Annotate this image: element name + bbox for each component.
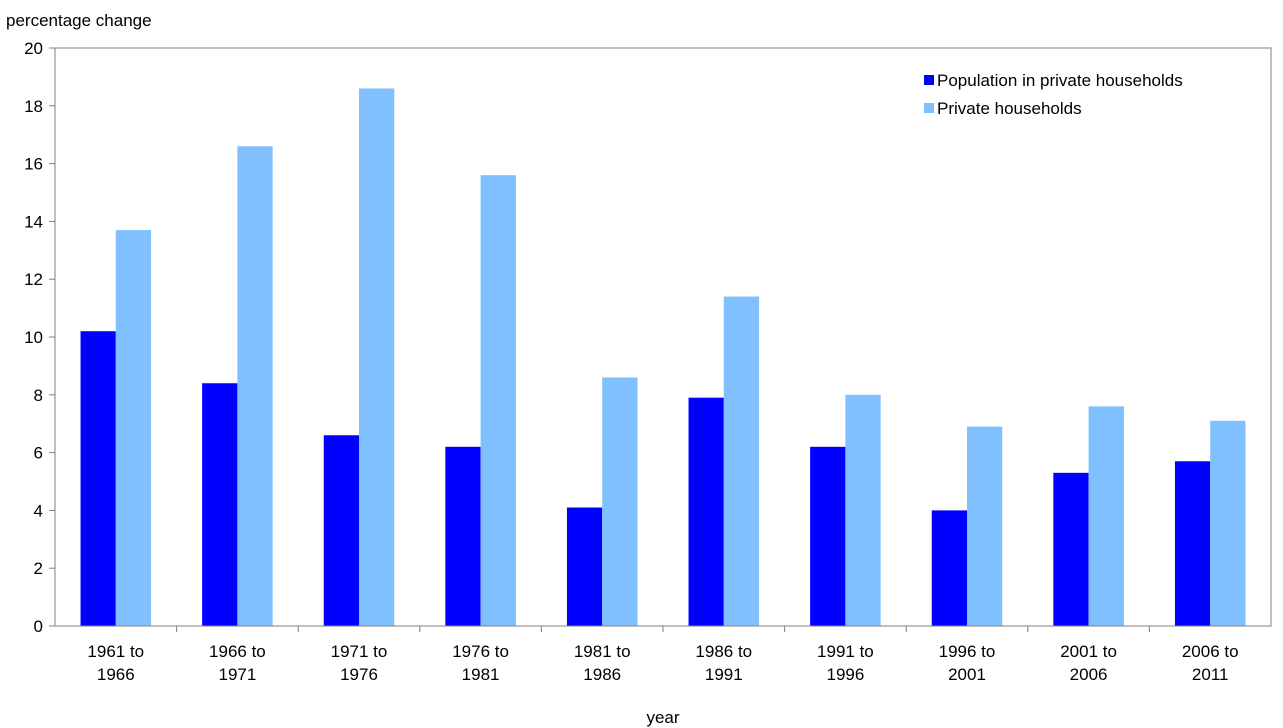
bar-population-in-private-households	[566, 507, 603, 626]
bar-private-households	[359, 88, 395, 626]
x-axis-title: year	[646, 708, 679, 727]
y-tick-label: 10	[24, 328, 43, 347]
bar-population-in-private-households	[202, 383, 238, 626]
legend-label: Population in private households	[937, 71, 1183, 90]
bar-private-households	[602, 377, 638, 626]
bar-private-households	[1088, 406, 1124, 626]
y-tick-label: 6	[34, 444, 43, 463]
legend-swatch	[924, 103, 934, 113]
x-tick-label: 1981 to	[574, 642, 631, 661]
y-tick-label: 16	[24, 155, 43, 174]
x-tick-label: 1961 to	[87, 642, 144, 661]
x-tick-label: 1966 to	[209, 642, 266, 661]
x-tick-label: 1971 to	[331, 642, 388, 661]
bar-private-households	[1210, 420, 1246, 626]
bars	[80, 88, 1246, 626]
x-tick-label: 1976	[340, 665, 378, 684]
x-tick-label: 1996	[826, 665, 864, 684]
x-tick-label: 2001 to	[1060, 642, 1117, 661]
y-tick-label: 12	[24, 270, 43, 289]
y-tick-label: 18	[24, 97, 43, 116]
bar-private-households	[237, 146, 273, 626]
bar-population-in-private-households	[688, 397, 724, 626]
bar-private-households	[845, 394, 881, 626]
legend-label: Private households	[937, 99, 1082, 118]
y-axis-title: percentage change	[6, 11, 152, 30]
plot-area-frame	[54, 47, 1272, 627]
bar-population-in-private-households	[323, 435, 359, 626]
x-tick-label: 1976 to	[452, 642, 509, 661]
x-tick-label: 1966	[97, 665, 135, 684]
bar-population-in-private-households	[931, 510, 967, 626]
x-tick-label: 1986 to	[695, 642, 752, 661]
x-tick-label: 2001	[948, 665, 986, 684]
y-tick-label: 8	[34, 386, 43, 405]
bar-private-households	[967, 426, 1003, 626]
x-tick-label: 1971	[218, 665, 256, 684]
x-tick-label: 1986	[583, 665, 621, 684]
bar-private-households	[115, 230, 152, 626]
bar-population-in-private-households	[80, 331, 116, 626]
y-tick-label: 0	[34, 617, 43, 636]
bar-population-in-private-households	[445, 446, 481, 626]
bar-private-households	[480, 175, 516, 626]
bar-private-households	[723, 296, 760, 626]
y-axis-ticks: 0 2 4 6 8 10 12 14 16 18 20	[24, 39, 55, 636]
x-tick-label: 1981	[462, 665, 500, 684]
bar-population-in-private-households	[1053, 472, 1089, 626]
x-tick-label: 1991 to	[817, 642, 874, 661]
y-tick-label: 20	[24, 39, 43, 58]
x-tick-label: 1991	[705, 665, 743, 684]
x-tick-label: 2006 to	[1182, 642, 1239, 661]
bar-population-in-private-households	[810, 446, 846, 626]
x-axis-tick-labels: 1961 to 1966 1966 to 1971 1971 to 1976 1976 to…	[87, 626, 1239, 684]
y-tick-label: 2	[34, 559, 43, 578]
y-tick-label: 14	[24, 212, 43, 231]
y-tick-label: 4	[34, 501, 43, 520]
bar-population-in-private-households	[1174, 461, 1211, 626]
legend: Population in private households Private …	[924, 71, 1183, 118]
x-tick-label: 1996 to	[939, 642, 996, 661]
x-tick-label: 2006	[1070, 665, 1108, 684]
x-tick-label: 2011	[1192, 665, 1229, 684]
legend-swatch	[924, 75, 934, 85]
